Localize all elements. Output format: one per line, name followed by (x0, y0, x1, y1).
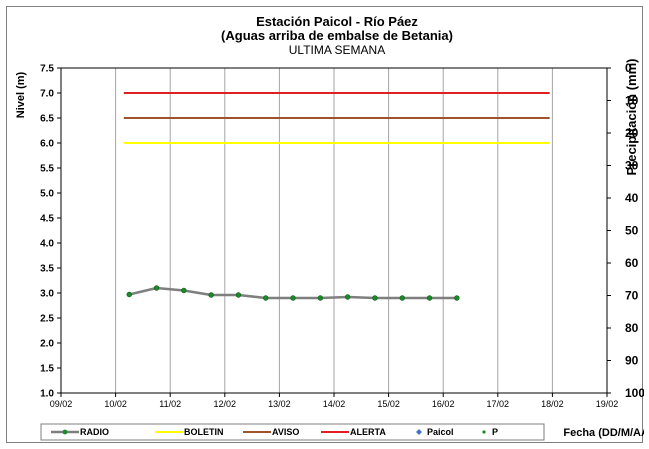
y2-tick-label: 30 (625, 159, 639, 173)
data-point-radio (126, 291, 132, 298)
x-tick-label: 14/02 (323, 399, 346, 409)
y2-tick-label: 50 (625, 224, 639, 238)
legend: RADIO BOLETIN AVISO ALERTA Paicol P (51, 427, 498, 437)
data-point-radio (263, 295, 269, 301)
x-tick-label: 11/02 (159, 399, 181, 409)
y-tick-label: 3.0 (40, 289, 54, 300)
x-tick-label: 12/02 (214, 399, 237, 409)
legend-box (40, 423, 545, 441)
data-point-radio (317, 295, 324, 301)
data-point-radio (372, 295, 378, 301)
chart-subtitle-2: ULTIMA SEMANA (289, 43, 385, 57)
y2-axis-label: Precipitación (mm) (624, 58, 639, 175)
x-tick-label: 16/02 (432, 399, 455, 409)
legend-label-aviso: AVISO (272, 427, 299, 437)
x-axis-label: Fecha (DD/M/AA) (563, 427, 644, 439)
y2-axis: 0 10 20 30 40 50 60 70 80 90 100 (607, 61, 644, 400)
legend-marker-paicol (416, 429, 422, 435)
y-tick-label: 6.0 (40, 139, 54, 150)
data-point-radio (454, 295, 460, 301)
y2-tick-label: 90 (625, 354, 639, 368)
grid (115, 68, 553, 393)
y-tick-label: 6.5 (40, 114, 54, 125)
y-tick-label: 3.5 (40, 264, 54, 275)
x-tick-label: 15/02 (377, 399, 400, 409)
legend-label-boletin: BOLETIN (184, 427, 224, 437)
x-tick-label: 09/02 (50, 399, 73, 409)
y-tick-label: 5.5 (40, 164, 54, 175)
data-point-radio (235, 292, 242, 298)
data-point-radio (290, 295, 296, 301)
y-tick-label: 7.5 (40, 64, 54, 75)
y2-tick-label: 100 (625, 386, 644, 400)
x-tick-label: 18/02 (541, 399, 564, 409)
chart: Estación Paicol - Río Páez (Aguas arriba… (15, 14, 644, 441)
y-tick-label: 2.0 (40, 339, 54, 350)
y2-tick-label: 20 (625, 126, 639, 140)
x-tick-label: 10/02 (104, 399, 127, 409)
y2-tick-label: 80 (625, 321, 639, 335)
y-axis-label: Nivel (m) (15, 71, 27, 118)
y-tick-label: 5.0 (40, 189, 54, 200)
y-tick-label: 7.0 (40, 89, 54, 100)
chart-frame: Estación Paicol - Río Páez (Aguas arriba… (6, 6, 644, 443)
y-tick-label: 1.0 (40, 389, 54, 400)
y2-tick-label: 70 (625, 289, 639, 303)
legend-marker-p (482, 430, 486, 434)
y2-tick-label: 40 (625, 191, 639, 205)
data-point-radio (153, 285, 160, 291)
data-point-radio (181, 287, 187, 294)
legend-label-alerta: ALERTA (350, 427, 386, 437)
legend-marker-radio (62, 429, 68, 435)
y2-tick-label: 10 (625, 94, 639, 108)
x-axis: 09/02 10/02 11/02 12/02 13/02 14/02 15/02 16/02… (50, 393, 619, 409)
chart-title: Estación Paicol - Río Páez (256, 14, 418, 29)
y2-tick-label: 0 (625, 61, 632, 75)
y-axis: 7.5 7.0 6.5 6.0 5.5 5.0 4.5 4.0 3.5 3.0 2.5 2.0 1.5 1… (40, 64, 61, 400)
y-tick-label: 4.0 (40, 239, 54, 250)
data-point-radio (344, 294, 351, 300)
data-point-radio (208, 292, 214, 298)
y-tick-label: 2.5 (40, 314, 54, 325)
legend-label-paicol: Paicol (427, 427, 454, 437)
x-tick-label: 13/02 (268, 399, 291, 409)
x-tick-label: 19/02 (596, 399, 619, 409)
data-point-radio (399, 295, 405, 301)
y2-tick-label: 60 (625, 256, 639, 270)
data-point-radio (426, 295, 433, 301)
legend-label-radio: RADIO (80, 427, 109, 437)
y-tick-label: 4.5 (40, 214, 54, 225)
legend-label-p: P (492, 427, 498, 437)
series-layer (123, 92, 550, 301)
y-tick-label: 1.5 (40, 364, 54, 375)
x-tick-label: 17/02 (487, 399, 510, 409)
chart-subtitle: (Aguas arriba de embalse de Betania) (221, 28, 453, 43)
